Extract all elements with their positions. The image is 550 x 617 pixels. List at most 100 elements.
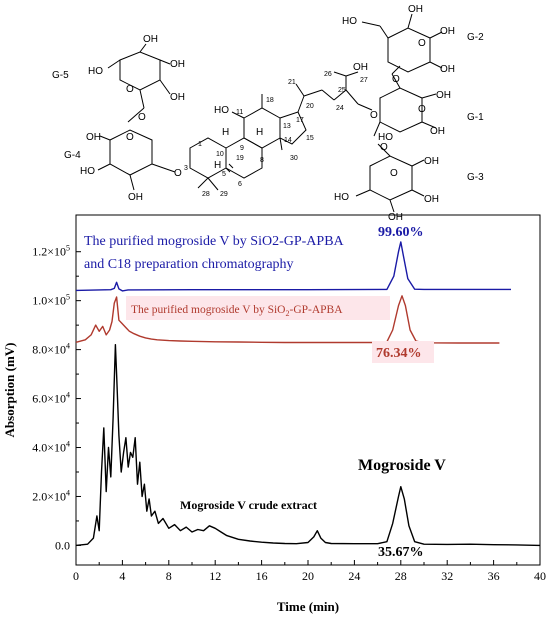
x-tick-label: 36 [488, 569, 500, 583]
y-tick-label: 0.0 [55, 538, 70, 552]
blue-purity-label: 99.60% [378, 225, 424, 240]
carbon-number: 3 [184, 165, 188, 172]
carbon-number: 13 [283, 123, 291, 130]
oh-label: OH [353, 62, 368, 73]
oh-label: OH [408, 4, 423, 15]
oh-label: OH [424, 156, 439, 167]
ho-label: HO [214, 105, 229, 116]
oh-label: OH [128, 192, 143, 203]
carbon-number: 25 [338, 87, 346, 94]
carbon-number: 8 [260, 157, 264, 164]
x-tick-label: 8 [166, 569, 172, 583]
oh-label: OH [86, 132, 101, 143]
carbon-number: 1 [198, 141, 202, 148]
blue-trace-label-line2: and C18 preparation chromatography [84, 257, 294, 272]
oh-label: OH [424, 194, 439, 205]
ring-d [279, 111, 307, 145]
glucose-label-g1: G-1 [467, 112, 484, 123]
mogroside-v-peak-label: Mogroside V [358, 457, 446, 474]
mogroside-v-structure [97, 13, 443, 213]
oh-label: OH [436, 90, 451, 101]
carbon-number: 28 [202, 191, 210, 198]
x-tick-label: 40 [534, 569, 546, 583]
oh-label: OH [170, 92, 185, 103]
x-tick-label: 24 [348, 569, 360, 583]
oh-label: HO [378, 132, 393, 143]
series-group [75, 241, 541, 547]
carbon-number: 10 [216, 151, 224, 158]
x-tick-label: 0 [73, 569, 79, 583]
glucose-label-g4: G-4 [64, 150, 81, 161]
black-trace [75, 344, 541, 547]
carbon-number: 19 [236, 155, 244, 162]
carbon-number: 30 [290, 155, 298, 162]
glucose-label-g3: G-3 [467, 172, 484, 183]
red-percent-highlight [372, 341, 434, 363]
chromatogram-plot: 0 4 8 12 16 20 24 28 32 36 40 0.0 2.0×104 4.0×104 6.0… [2, 214, 546, 614]
ho-label: HO [334, 192, 349, 203]
y-tick-label: 1.2×105 [32, 244, 70, 259]
ho-label: HO [342, 16, 357, 27]
carbon-number: 6 [238, 181, 242, 188]
glucose-label-g5: G-5 [52, 70, 69, 81]
crude-extract-label: Mogroside V crude extract [180, 498, 317, 512]
oh-label: OH [440, 26, 455, 37]
o-label: O [138, 112, 146, 123]
carbon-numbers: 1 3 5 6 8 9 10 11 13 14 15 17 18 19 20 2… [184, 71, 368, 198]
y-tick-label: 2.0×104 [32, 488, 70, 503]
y-axis-title: Absorption (mV) [2, 343, 17, 438]
carbon-number: 27 [360, 77, 368, 84]
red-label-highlight [126, 296, 390, 320]
o-label: O [126, 132, 134, 143]
h-label: H [222, 127, 229, 138]
red-trace-label: The purified mogroside V by SiO2-GP-APBA [131, 304, 343, 318]
o-label: O [418, 104, 426, 115]
oh-label: OH [388, 212, 403, 223]
x-tick-label: 4 [119, 569, 125, 583]
y-axis-ticks: 0.0 2.0×104 4.0×104 6.0×104 8.0×104 1.0×105 1.… [32, 244, 81, 552]
carbon-number: 5 [222, 171, 226, 178]
carbon-number: 14 [284, 137, 292, 144]
glucose-ring-g2 [387, 27, 431, 73]
glucose-ring-g1 [379, 87, 423, 133]
x-tick-label: 20 [302, 569, 314, 583]
o-label: O [174, 168, 182, 179]
carbon-number: 21 [288, 79, 296, 86]
carbon-number: 18 [266, 97, 274, 104]
o-label: O [392, 74, 400, 85]
x-tick-label: 16 [256, 569, 268, 583]
o-label: O [418, 38, 426, 49]
x-tick-label: 32 [441, 569, 453, 583]
subscript: 2 [286, 309, 290, 318]
o-label: O [370, 110, 378, 121]
x-axis-title: Time (min) [277, 599, 339, 614]
red-trace [75, 295, 500, 344]
carbon-number: 20 [306, 103, 314, 110]
glucose-label-g2: G-2 [467, 32, 484, 43]
carbon-number: 9 [240, 145, 244, 152]
o-label: O [126, 84, 134, 95]
carbon-number: 17 [296, 117, 304, 124]
x-tick-label: 12 [209, 569, 221, 583]
h-label: H [214, 160, 221, 171]
blue-trace [75, 241, 511, 292]
y-tick-label: 6.0×104 [32, 391, 70, 406]
carbon-number: 26 [324, 71, 332, 78]
o-label: O [390, 168, 398, 179]
carbon-number: 15 [306, 135, 314, 142]
black-purity-label: 35.67% [378, 545, 424, 560]
oh-label: OH [143, 34, 158, 45]
y-tick-label: 4.0×104 [32, 440, 70, 455]
carbon-number: 24 [336, 105, 344, 112]
ring-b [225, 137, 263, 179]
ho-label: HO [88, 66, 103, 77]
ho-label: HO [80, 166, 95, 177]
red-purity-label: 76.34% [376, 346, 422, 361]
oh-label: OH [440, 64, 455, 75]
y-tick-label: 1.0×105 [32, 293, 70, 308]
o-label: O [380, 142, 388, 153]
h-label: H [256, 127, 263, 138]
x-tick-label: 28 [395, 569, 407, 583]
oh-label: OH [170, 59, 185, 70]
